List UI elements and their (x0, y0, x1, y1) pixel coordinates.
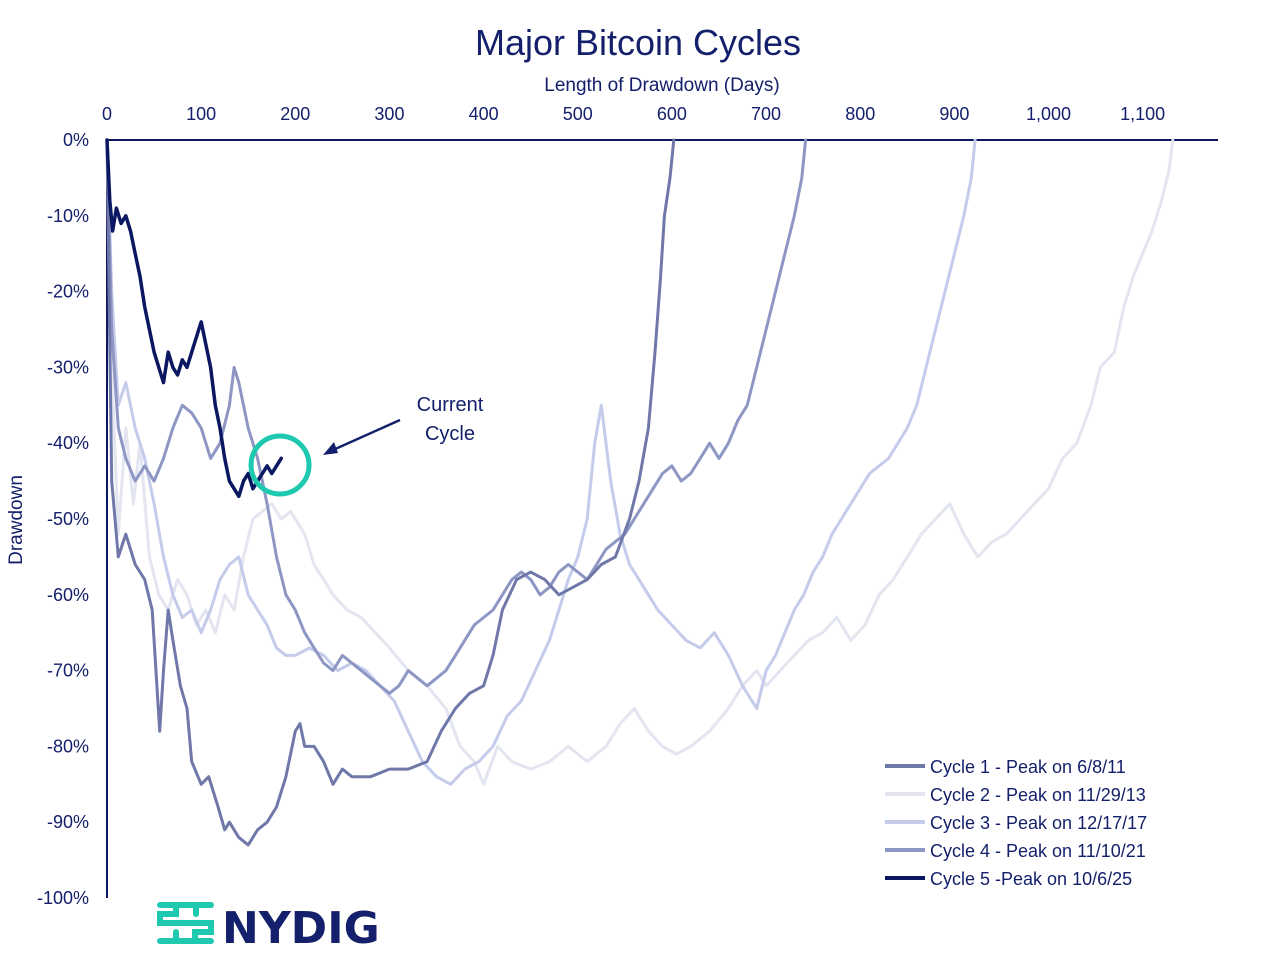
current-cycle-circle (248, 433, 312, 497)
legend-label: Cycle 3 - Peak on 12/17/17 (930, 813, 1147, 833)
y-tick-label: -100% (37, 888, 89, 908)
y-tick-label: -30% (47, 357, 89, 377)
y-tick-label: -50% (47, 509, 89, 529)
legend-label: Cycle 2 - Peak on 11/29/13 (930, 785, 1146, 805)
legend-label: Cycle 1 - Peak on 6/8/11 (930, 757, 1126, 777)
x-tick-label: 600 (657, 104, 687, 124)
x-tick-label: 100 (186, 104, 216, 124)
x-tick-label: 700 (751, 104, 781, 124)
x-tick-label: 300 (374, 104, 404, 124)
y-tick-label: -60% (47, 585, 89, 605)
annotation-arrow-line (332, 418, 401, 452)
x-tick-label: 900 (939, 104, 969, 124)
nydig-logo: NYDIG (157, 902, 380, 954)
x-tick-label: 500 (563, 104, 593, 124)
legend-label: Cycle 4 - Peak on 11/10/21 (930, 841, 1146, 861)
y-tick-label: -10% (47, 206, 89, 226)
nydig-logo-icon (157, 902, 214, 944)
y-axis-ticks: 0% -10% -20% -30% -40% -50% -60% -70% -80% -90% -1… (37, 130, 89, 908)
annotation-line2: Cycle (425, 423, 475, 445)
x-axis-title: Length of Drawdown (Days) (544, 75, 780, 96)
y-tick-label: -80% (47, 736, 89, 756)
x-tick-label: 800 (845, 104, 875, 124)
arrow-head-icon (323, 442, 338, 455)
y-tick-label: -40% (47, 433, 89, 453)
y-tick-label: -20% (47, 282, 89, 302)
y-axis-title: Drawdown (6, 475, 27, 565)
series-line-cycle-4 (105, 138, 808, 695)
annotation-line1: Current (417, 394, 484, 416)
series-line-cycle-2 (105, 138, 1175, 786)
x-tick-label: 1,000 (1026, 104, 1071, 124)
y-tick-label: 0% (63, 130, 89, 150)
chart-title: Major Bitcoin Cycles (475, 22, 801, 63)
legend: Cycle 1 - Peak on 6/8/11 Cycle 2 - Peak o… (885, 757, 1147, 889)
y-tick-label: -70% (47, 661, 89, 681)
series-layer (105, 138, 1175, 847)
x-tick-label: 200 (280, 104, 310, 124)
x-tick-label: 400 (469, 104, 499, 124)
series-line-cycle-3 (105, 138, 977, 786)
legend-label: Cycle 5 -Peak on 10/6/25 (930, 869, 1132, 889)
logo-text: NYDIG (222, 903, 380, 954)
series-line-cycle-5 (105, 138, 283, 499)
x-tick-label: 0 (102, 104, 112, 124)
x-tick-label: 1,100 (1120, 104, 1165, 124)
current-cycle-annotation: Current Cycle (248, 394, 484, 497)
y-tick-label: -90% (47, 812, 89, 832)
x-axis-ticks: 0 100 200 300 400 500 600 700 800 900 1,000 1,100 (102, 104, 1165, 124)
series-line-cycle-1 (105, 138, 676, 847)
